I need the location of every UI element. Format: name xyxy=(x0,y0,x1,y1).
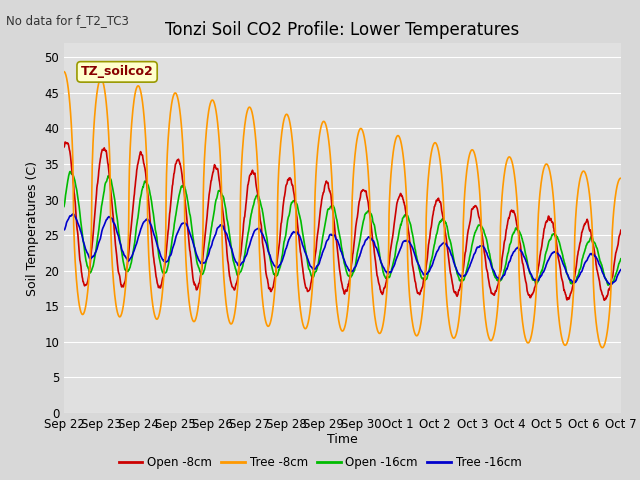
Text: No data for f_T2_TC3: No data for f_T2_TC3 xyxy=(6,14,129,27)
Title: Tonzi Soil CO2 Profile: Lower Temperatures: Tonzi Soil CO2 Profile: Lower Temperatur… xyxy=(165,21,520,39)
X-axis label: Time: Time xyxy=(327,433,358,446)
Y-axis label: Soil Temperatures (C): Soil Temperatures (C) xyxy=(26,160,38,296)
Legend: Open -8cm, Tree -8cm, Open -16cm, Tree -16cm: Open -8cm, Tree -8cm, Open -16cm, Tree -… xyxy=(114,452,526,474)
Text: TZ_soilco2: TZ_soilco2 xyxy=(81,65,154,78)
